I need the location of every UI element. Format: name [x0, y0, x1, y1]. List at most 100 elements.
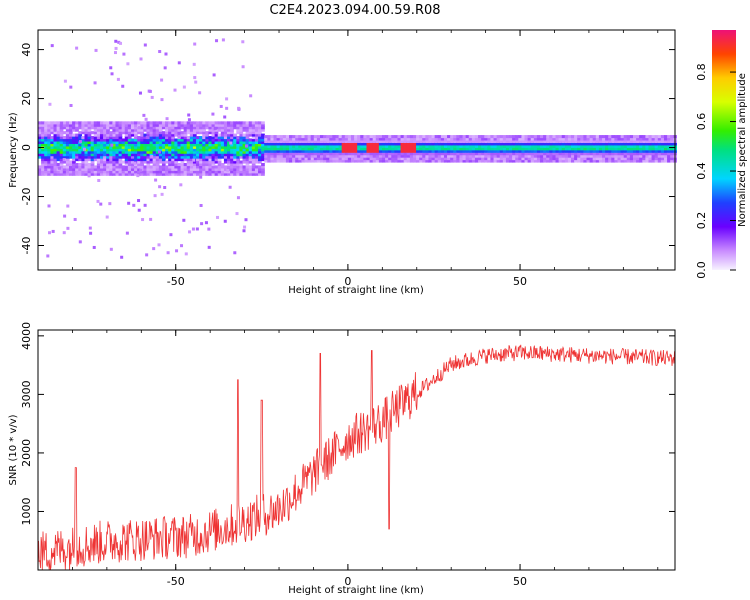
spectrogram-cell: [261, 158, 265, 162]
spectrogram-cell: [245, 160, 250, 164]
spectrogram-cell: [158, 172, 163, 176]
spectrogram-cell: [546, 152, 550, 156]
spectrogram-cell: [93, 170, 98, 174]
spectrogram-cell: [583, 144, 588, 148]
spectrogram-cell: [165, 155, 169, 159]
spectrogram-cell: [119, 41, 123, 45]
spectrogram-cell: [533, 147, 538, 151]
spectrogram-cell: [540, 144, 544, 148]
spectrogram-cell: [171, 165, 175, 169]
spectrogram-cell: [440, 152, 445, 156]
spectrogram-cell: [196, 165, 200, 169]
spectrogram-cell: [409, 147, 414, 151]
spectrogram-cell: [41, 172, 45, 176]
spectrogram-cell: [124, 153, 129, 157]
spectrogram-cell: [146, 158, 151, 162]
spectrogram-cell: [397, 149, 402, 153]
spectrogram-cell: [350, 144, 355, 148]
spectrogram-cell: [598, 152, 603, 156]
spectrogram-cell: [186, 131, 191, 135]
spectrogram-cell: [499, 142, 504, 146]
spectrogram-cell: [366, 149, 371, 153]
spectrogram-cell: [47, 167, 51, 171]
spectrogram-cell: [620, 139, 625, 144]
spectrogram-cell: [323, 135, 327, 139]
spectrogram-cell: [484, 159, 488, 163]
spectrogram-cell: [62, 121, 67, 125]
spectrogram-cell: [459, 152, 464, 156]
spectrogram-cell: [629, 149, 634, 153]
spectrogram-cell: [136, 174, 140, 178]
spectrogram-cell: [127, 158, 132, 162]
spectrogram-cell: [571, 142, 575, 146]
spectrogram-cell: [258, 172, 262, 176]
spectrogram-cell: [412, 139, 417, 144]
spectrogram-cell: [412, 142, 417, 146]
spectrogram-cell: [121, 150, 126, 154]
spectrogram-cell: [214, 148, 219, 152]
spectrogram-cell: [158, 165, 163, 169]
spectrogram-cell: [72, 150, 76, 154]
spectrogram-cell: [242, 145, 247, 149]
spectrogram-cell: [459, 137, 464, 141]
spectrogram-cell: [150, 155, 154, 159]
spectrogram-cell: [50, 170, 55, 174]
spectrogram-cell: [335, 149, 340, 153]
spectrogram-cell: [285, 147, 290, 151]
spectrogram-cell: [502, 147, 507, 151]
spectrogram-cell: [146, 126, 151, 130]
spectrogram-cell: [388, 137, 392, 141]
spectrogram-cell: [41, 158, 45, 162]
spectrogram-cell: [320, 139, 324, 144]
spectrogram-cell: [505, 147, 510, 151]
spectrogram-cell: [146, 140, 151, 144]
spectrogram-cell: [174, 155, 179, 159]
spectrogram-cell: [592, 139, 597, 144]
spectrogram-cell: [236, 150, 241, 154]
spectrogram-cell: [230, 160, 234, 164]
spectrogram-cell: [397, 142, 402, 146]
spectrogram-cell: [285, 149, 290, 153]
spectrogram-cell: [428, 144, 433, 148]
spectrogram-cell: [164, 52, 168, 56]
spectrogram-cell: [549, 157, 554, 161]
spectrogram-cell: [363, 144, 368, 148]
spectrogram-cell: [385, 149, 389, 153]
spectrogram-cell: [68, 160, 73, 164]
spectrogram-cell: [87, 167, 92, 171]
spectrogram-cell: [183, 128, 188, 132]
spectrogram-cell: [416, 135, 420, 139]
spectrogram-cell: [577, 139, 581, 144]
spectrogram-cell: [47, 160, 51, 164]
spectrogram-cell: [620, 135, 625, 139]
spectrogram-cell: [166, 251, 170, 255]
spectrogram-cell: [84, 143, 89, 147]
spectrogram-cell: [406, 149, 411, 153]
spectrogram-cell: [434, 154, 439, 158]
spectrogram-cell: [59, 172, 64, 176]
spectrogram-cell: [285, 152, 290, 156]
spectrogram-cell: [112, 170, 117, 174]
spectrogram-cell: [239, 155, 244, 159]
spectrogram-cell: [357, 152, 361, 156]
spectrogram-cell: [53, 145, 58, 149]
spectrogram-cell: [428, 142, 433, 146]
spectrogram-cell: [109, 131, 113, 135]
spectrogram-cell: [199, 160, 203, 164]
spectrogram-cell: [124, 150, 129, 154]
spectrogram-cell: [341, 154, 346, 158]
spectrogram-cell: [363, 139, 368, 144]
spectrogram-cell: [450, 137, 454, 141]
spectrogram-cell: [474, 135, 479, 139]
spectrogram-cell: [254, 172, 259, 176]
spectrogram-cell: [329, 152, 333, 156]
spectrogram-cell: [90, 138, 95, 142]
spectrogram-cell: [279, 139, 284, 144]
spectrogram-cell: [555, 152, 560, 156]
spectrogram-cell: [223, 123, 228, 127]
spectrogram-cell: [90, 148, 95, 152]
spectrogram-cell: [118, 126, 123, 130]
spectrogram-cell: [236, 196, 240, 200]
spectrogram-cell: [93, 155, 98, 159]
spectrogram-cell: [53, 131, 58, 135]
